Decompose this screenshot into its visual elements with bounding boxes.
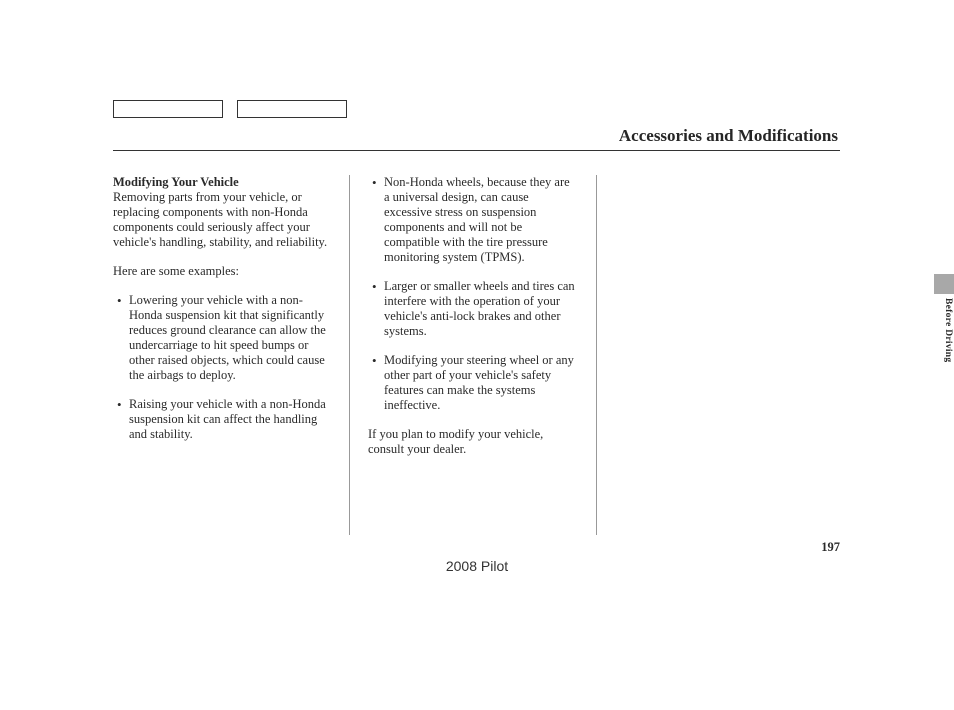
title-rule xyxy=(113,150,840,151)
col2-closing: If you plan to modify your vehicle, cons… xyxy=(368,427,578,457)
col1-lead: Here are some examples: xyxy=(113,264,331,279)
col1-bullets: Lowering your vehicle with a non-Honda s… xyxy=(113,293,331,442)
top-placeholder-boxes xyxy=(113,100,840,118)
footer-model: 2008 Pilot xyxy=(0,558,954,574)
body-columns: Modifying Your Vehicle Removing parts fr… xyxy=(113,175,840,535)
column-1: Modifying Your Vehicle Removing parts fr… xyxy=(113,175,331,535)
page-number: 197 xyxy=(821,540,840,555)
list-item: Lowering your vehicle with a non-Honda s… xyxy=(119,293,331,383)
list-item: Modifying your steering wheel or any oth… xyxy=(374,353,578,413)
column-3 xyxy=(597,175,797,535)
side-tab xyxy=(934,274,954,294)
column-2: Non-Honda wheels, because they are a uni… xyxy=(368,175,578,535)
side-section-label: Before Driving xyxy=(935,298,953,362)
column-separator-1 xyxy=(349,175,350,535)
col2-bullets: Non-Honda wheels, because they are a uni… xyxy=(368,175,578,413)
col1-intro-block: Modifying Your Vehicle Removing parts fr… xyxy=(113,175,331,250)
top-box-1 xyxy=(113,100,223,118)
top-box-2 xyxy=(237,100,347,118)
col1-intro: Removing parts from your vehicle, or rep… xyxy=(113,190,327,249)
col1-subhead: Modifying Your Vehicle xyxy=(113,175,239,189)
list-item: Non-Honda wheels, because they are a uni… xyxy=(374,175,578,265)
list-item: Larger or smaller wheels and tires can i… xyxy=(374,279,578,339)
page-title: Accessories and Modifications xyxy=(113,126,840,146)
list-item: Raising your vehicle with a non-Honda su… xyxy=(119,397,331,442)
